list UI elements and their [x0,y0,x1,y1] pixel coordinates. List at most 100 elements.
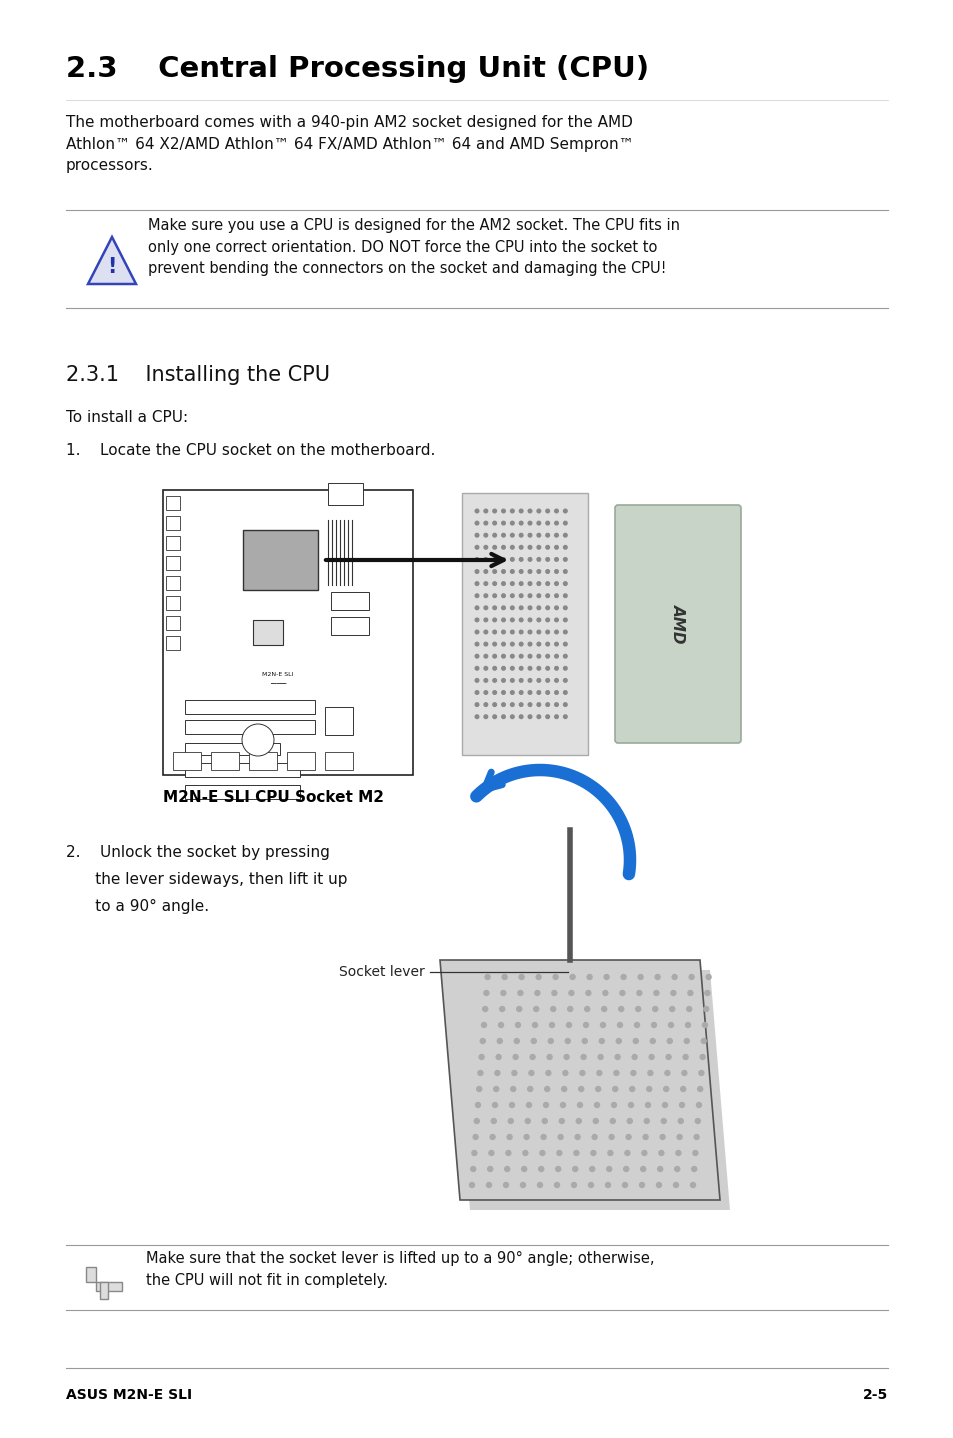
Bar [325,707,353,735]
FancyBboxPatch shape [461,493,587,755]
Circle shape [554,1182,558,1188]
Circle shape [538,1166,543,1172]
Text: 1.    Locate the CPU socket on the motherboard.: 1. Locate the CPU socket on the motherbo… [66,443,435,457]
Circle shape [501,533,505,536]
Circle shape [528,666,531,670]
Circle shape [554,594,558,598]
Circle shape [490,1135,495,1139]
Circle shape [475,558,478,561]
Circle shape [583,1022,588,1028]
Circle shape [493,582,496,585]
Circle shape [563,679,566,682]
Circle shape [545,605,549,610]
Circle shape [537,533,540,536]
Circle shape [544,1087,549,1091]
Circle shape [659,1150,663,1156]
Circle shape [541,1119,547,1123]
Circle shape [645,1103,650,1107]
Circle shape [493,509,496,513]
Circle shape [562,1070,567,1076]
Circle shape [537,666,540,670]
Circle shape [510,1087,516,1091]
Circle shape [546,1054,552,1060]
Circle shape [568,991,574,995]
Circle shape [493,690,496,695]
Circle shape [593,1119,598,1123]
Circle shape [545,545,549,549]
Circle shape [563,605,566,610]
Circle shape [510,582,514,585]
Text: !: ! [107,257,116,278]
Circle shape [528,582,531,585]
Circle shape [510,594,514,598]
Circle shape [646,1087,651,1091]
Text: 2-5: 2-5 [862,1388,887,1402]
Text: Socket lever: Socket lever [339,965,424,979]
Circle shape [501,522,505,525]
Circle shape [664,1070,669,1076]
Bar [166,536,180,549]
Circle shape [493,569,496,574]
Bar [325,752,353,769]
Circle shape [526,1103,531,1107]
Circle shape [670,991,675,995]
Circle shape [518,703,522,706]
Circle shape [634,1022,639,1028]
Circle shape [563,594,566,598]
Circle shape [528,1070,534,1076]
Circle shape [536,975,540,979]
Circle shape [493,715,496,719]
Circle shape [703,1007,708,1011]
Circle shape [549,1022,554,1028]
Circle shape [501,605,505,610]
Circle shape [682,1054,687,1060]
Circle shape [592,1135,597,1139]
Circle shape [475,715,478,719]
Circle shape [669,1007,674,1011]
Bar [185,720,314,733]
Circle shape [475,582,478,585]
Circle shape [563,715,566,719]
Text: 2.3.1    Installing the CPU: 2.3.1 Installing the CPU [66,365,330,385]
Circle shape [545,666,549,670]
Circle shape [680,1087,685,1091]
Circle shape [606,1166,611,1172]
Circle shape [525,1119,530,1123]
Circle shape [522,1150,527,1156]
Circle shape [510,618,514,621]
Circle shape [648,1054,654,1060]
Circle shape [563,666,566,670]
Circle shape [493,643,496,646]
Circle shape [594,1103,598,1107]
Circle shape [518,533,522,536]
Circle shape [652,1007,657,1011]
Circle shape [554,643,558,646]
Circle shape [563,509,566,513]
Circle shape [663,1087,668,1091]
Bar [166,516,180,531]
Circle shape [499,1007,504,1011]
Circle shape [528,533,531,536]
Circle shape [508,1119,513,1123]
Circle shape [576,1119,580,1123]
Circle shape [579,1070,584,1076]
Circle shape [483,715,487,719]
Circle shape [566,1022,571,1028]
Circle shape [501,666,505,670]
Circle shape [675,1150,680,1156]
Circle shape [475,545,478,549]
Circle shape [601,1007,606,1011]
Circle shape [563,654,566,659]
Circle shape [571,1182,576,1188]
Circle shape [528,715,531,719]
Circle shape [643,1119,649,1123]
Circle shape [598,1038,603,1044]
Circle shape [558,1135,562,1139]
Circle shape [475,618,478,621]
Circle shape [563,618,566,621]
Circle shape [687,991,692,995]
Circle shape [554,679,558,682]
Circle shape [493,654,496,659]
Circle shape [520,1182,525,1188]
Circle shape [488,1150,494,1156]
